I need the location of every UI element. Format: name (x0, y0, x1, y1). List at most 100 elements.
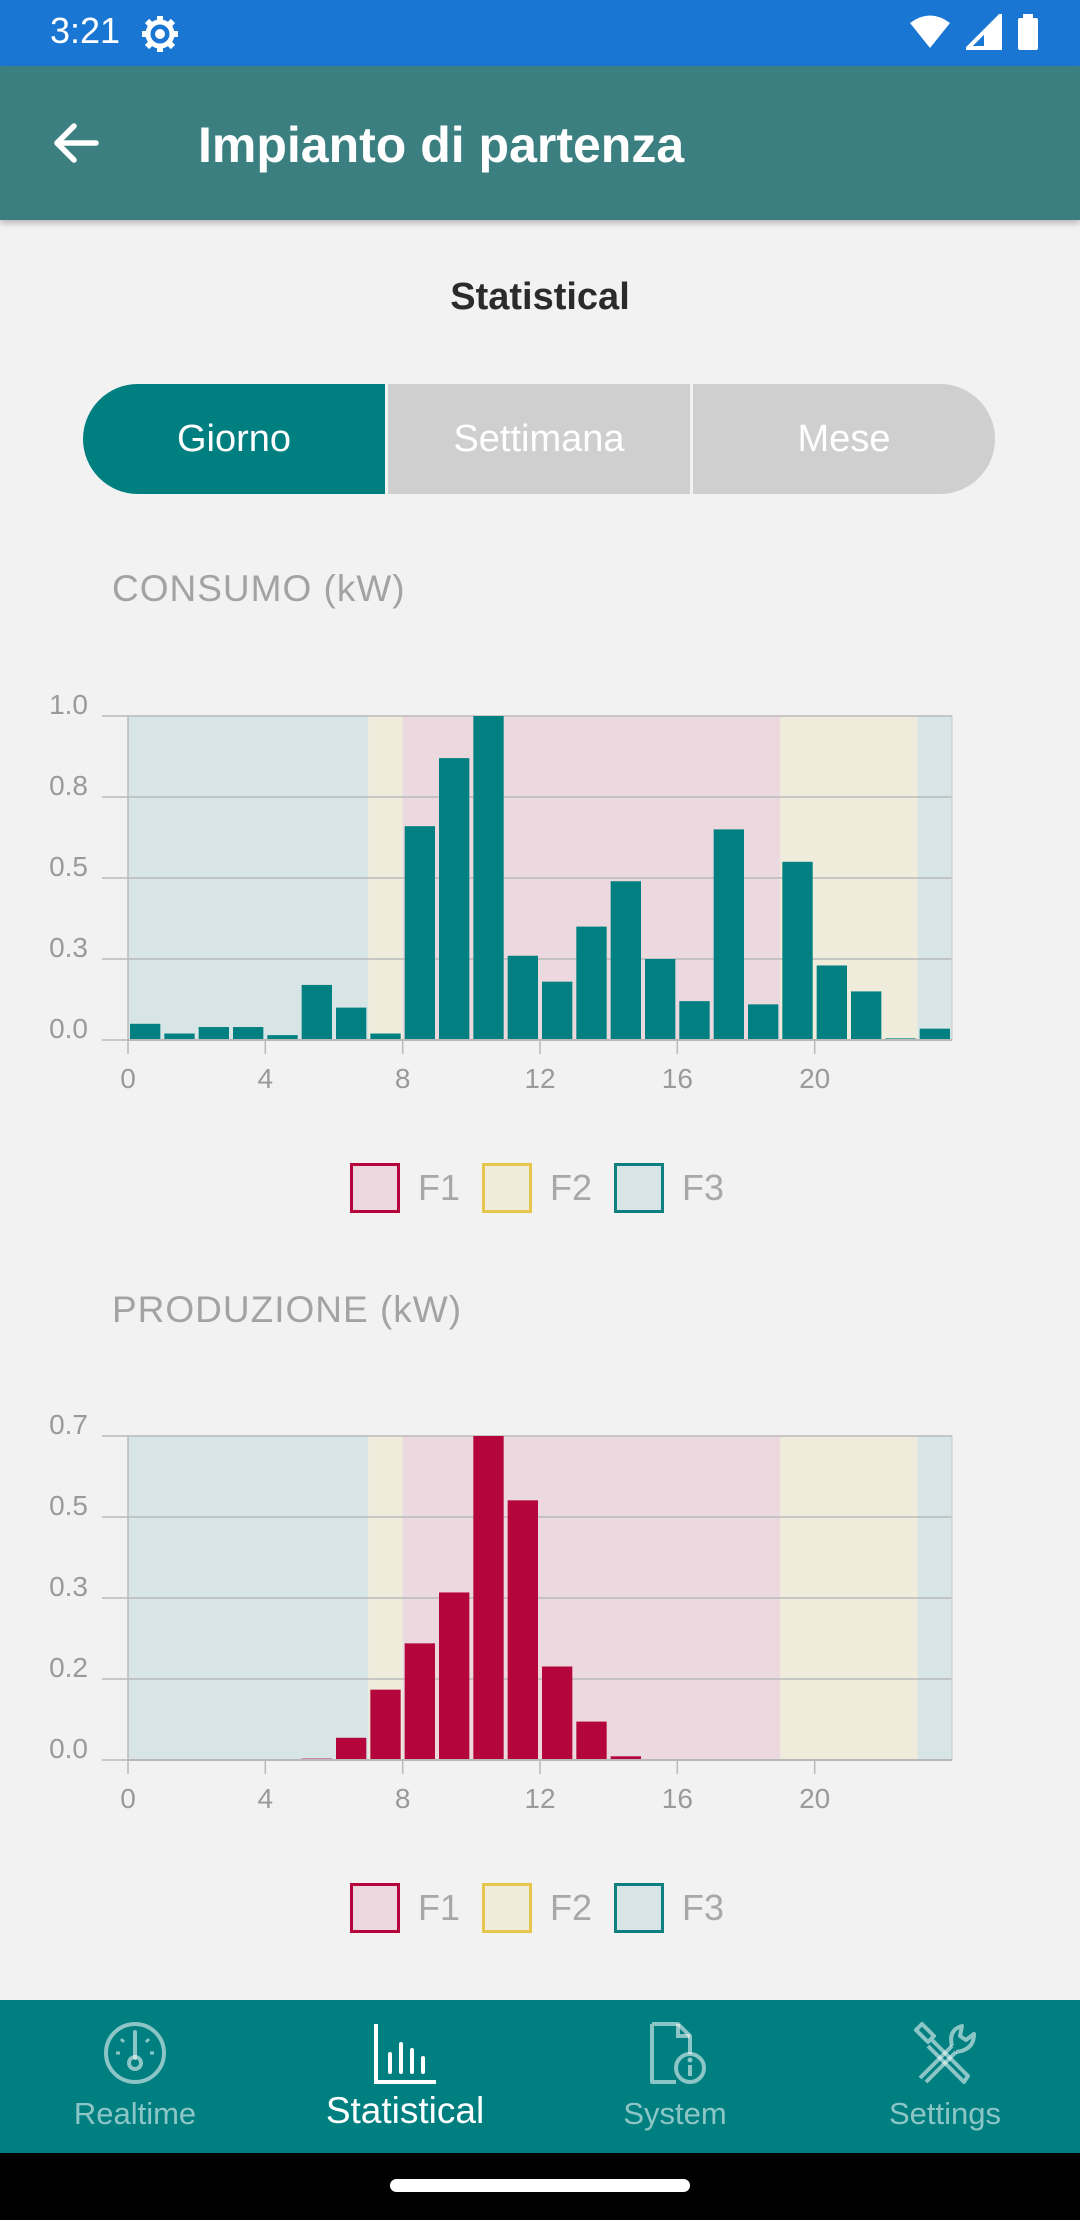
legend-swatch-f2 (482, 1883, 533, 1933)
legend-item-f3: F3 (614, 1163, 724, 1213)
x-tick-label: 20 (799, 1783, 830, 1814)
cellular-signal-icon (965, 14, 1002, 50)
page-title: Impianto di partenza (198, 117, 685, 173)
bar-hour-4 (267, 1035, 298, 1040)
bar-hour-14 (610, 881, 641, 1040)
segment-giorno[interactable]: Giorno (83, 384, 385, 494)
y-tick-labels: 0.0 0.3 0.5 0.8 1.0 (49, 689, 128, 1044)
status-time: 3:21 (50, 10, 121, 51)
bottom-navigation: Realtime Statistical System (0, 2000, 1080, 2153)
legend-item-f2: F2 (482, 1883, 592, 1933)
x-tick-label: 8 (395, 1783, 411, 1814)
x-tick-label: 4 (258, 1783, 274, 1814)
legend-item-f3: F3 (614, 1883, 724, 1933)
bar-hour-15 (645, 959, 676, 1040)
bar-hour-17 (713, 829, 744, 1040)
legend-item-f2: F2 (482, 1163, 592, 1213)
y-tick-label: 1.0 (49, 689, 88, 720)
legend-swatch-f2 (482, 1163, 533, 1213)
bar-hour-19 (782, 861, 813, 1040)
y-tick-label: 0.2 (49, 1652, 88, 1683)
bar-hour-16 (679, 1001, 710, 1040)
app-bar: Impianto di partenza (0, 66, 1080, 220)
bar-hour-14 (610, 1756, 641, 1760)
production-legend: F1 F2 F3 (350, 1880, 746, 1936)
gauge-icon (104, 2022, 166, 2084)
x-tick-label: 12 (524, 1063, 555, 1094)
nav-item-statistical[interactable]: Statistical (270, 2000, 540, 2153)
consumption-legend: F1 F2 F3 (350, 1160, 746, 1216)
legend-swatch-f1 (350, 1163, 400, 1213)
y-tick-label: 0.7 (49, 1409, 88, 1440)
bar-hour-11 (507, 1500, 538, 1760)
production-chart: 0.0 0.2 0.3 0.5 0.7 0 4 8 12 16 20 (49, 1409, 953, 1814)
bar-hour-9 (439, 1592, 470, 1760)
x-tick-label: 4 (258, 1063, 274, 1094)
home-gesture-handle[interactable] (390, 2179, 690, 2192)
bar-hour-21 (851, 991, 882, 1040)
x-tick-label: 20 (799, 1063, 830, 1094)
bar-hour-5 (301, 984, 332, 1040)
back-arrow-icon[interactable] (48, 116, 102, 170)
bar-hour-23 (919, 1028, 950, 1040)
consumption-chart-title: CONSUMO (kW) (112, 568, 406, 609)
y-tick-labels: 0.0 0.2 0.3 0.5 0.7 (49, 1409, 128, 1764)
y-tick-label: 0.8 (49, 770, 88, 801)
legend-label-f2: F2 (550, 1167, 593, 1208)
nav-label-system: System (623, 2096, 727, 2131)
nav-item-system[interactable]: System (540, 2000, 810, 2153)
battery-icon (1018, 14, 1038, 50)
y-tick-label: 0.0 (49, 1013, 88, 1044)
bar-hour-13 (576, 926, 607, 1040)
x-tick-label: 8 (395, 1063, 411, 1094)
bar-hour-9 (439, 758, 470, 1040)
x-tick-label: 0 (120, 1783, 136, 1814)
bar-hour-11 (507, 955, 538, 1040)
y-tick-label: 0.3 (49, 932, 88, 963)
y-tick-label: 0.5 (49, 1490, 88, 1521)
bar-hour-6 (336, 1737, 367, 1760)
nav-item-settings[interactable]: Settings (810, 2000, 1080, 2153)
consumption-chart: 0.0 0.3 0.5 0.8 1.0 0 4 8 12 16 20 (49, 689, 953, 1094)
legend-item-f1: F1 (350, 1163, 460, 1213)
legend-label-f1: F1 (418, 1887, 461, 1928)
bar-hour-13 (576, 1721, 607, 1760)
x-tick-label: 16 (662, 1063, 693, 1094)
bar-hour-6 (336, 1007, 367, 1040)
segment-mese[interactable]: Mese (690, 384, 995, 494)
bar-hour-2 (198, 1027, 229, 1040)
nav-label-statistical: Statistical (325, 2090, 485, 2131)
segment-settimana[interactable]: Settimana (385, 384, 690, 494)
bar-hour-18 (748, 1004, 779, 1040)
bar-hour-12 (542, 981, 573, 1040)
bar-hour-10 (473, 1436, 504, 1760)
bar-hour-0 (130, 1023, 161, 1040)
wifi-icon (910, 15, 951, 48)
bars (164, 1436, 916, 1760)
bar-hour-12 (542, 1666, 573, 1760)
bars (130, 716, 950, 1040)
x-tick-labels: 0 4 8 12 16 20 (120, 1760, 830, 1814)
bar-hour-7 (370, 1689, 401, 1760)
bar-hour-3 (233, 1027, 264, 1040)
y-tick-label: 0.5 (49, 851, 88, 882)
legend-label-f2: F2 (550, 1887, 593, 1928)
nav-item-realtime[interactable]: Realtime (0, 2000, 270, 2153)
x-tick-labels: 0 4 8 12 16 20 (120, 1040, 830, 1094)
legend-swatch-f1 (350, 1883, 400, 1933)
x-tick-label: 12 (524, 1783, 555, 1814)
period-segmented-control: Giorno Settimana Mese (83, 384, 995, 494)
system-navigation-bar (0, 2153, 1080, 2220)
bar-hour-7 (370, 1033, 401, 1040)
legend-label-f3: F3 (682, 1167, 725, 1208)
tools-icon (914, 2022, 976, 2084)
legend-label-f1: F1 (418, 1167, 461, 1208)
x-tick-label: 16 (662, 1783, 693, 1814)
bar-hour-10 (473, 716, 504, 1040)
legend-swatch-f3 (614, 1163, 665, 1213)
bar-hour-8 (404, 826, 435, 1040)
bar-hour-20 (816, 965, 847, 1040)
settings-gear-icon (142, 16, 178, 52)
production-chart-title: PRODUZIONE (kW) (112, 1289, 463, 1330)
bar-chart-icon (374, 2024, 436, 2084)
